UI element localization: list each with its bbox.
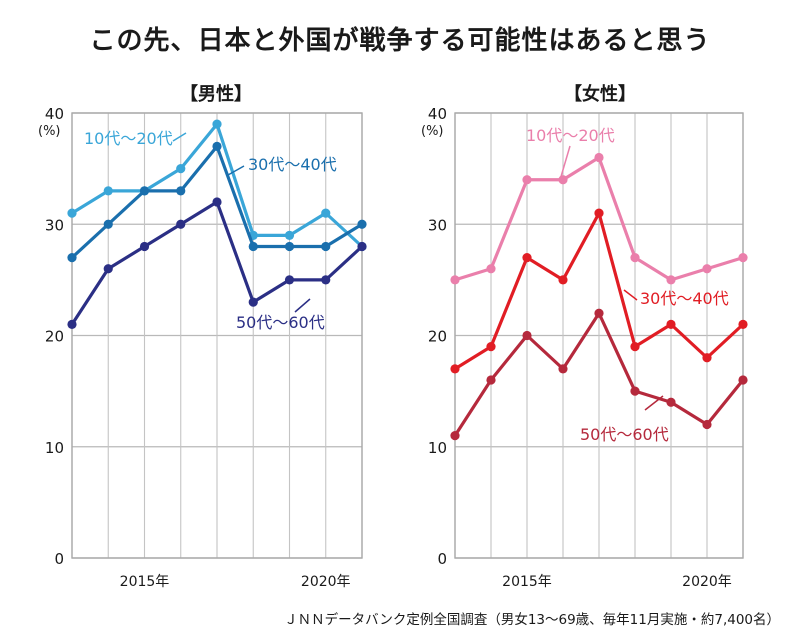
y-tick-label: 10 (45, 439, 64, 457)
data-point (594, 152, 604, 163)
data-point (321, 208, 331, 218)
series-label: 50代～60代 (236, 313, 325, 332)
data-point (103, 264, 113, 274)
chart-panel-male: 【男性】 0 10 20 30 40(%) 2015年 2020年 10代～20代 30代～40代… (38, 83, 367, 590)
data-point (176, 219, 186, 229)
series-label: 30代～40代 (248, 155, 337, 174)
data-point (630, 342, 640, 352)
data-point (284, 241, 295, 252)
data-point (67, 253, 77, 263)
data-point (486, 264, 496, 274)
data-point (630, 253, 640, 263)
data-point (450, 275, 460, 285)
plot-frame (71, 112, 363, 559)
data-point (558, 364, 568, 374)
data-point (139, 186, 150, 196)
chart-panel-female: 【女性】 0 10 20 30 40(%) 2015年 2020年 10代～20代 30代～40代… (421, 83, 748, 590)
data-point (702, 419, 712, 430)
data-point (630, 386, 640, 396)
data-point (594, 208, 604, 218)
data-point (176, 186, 186, 196)
data-point (103, 219, 113, 229)
data-point (248, 241, 258, 252)
page-title: この先、日本と外国が戦争する可能性はあると思う (89, 26, 711, 56)
data-point (522, 253, 532, 263)
y-tick-label: 30 (428, 216, 447, 234)
data-point (486, 342, 496, 352)
data-point (522, 175, 532, 185)
data-point (212, 197, 222, 207)
x-tick-label: 2015年 (502, 574, 552, 590)
series-label-leader (172, 132, 187, 142)
y-tick-label: 0 (54, 550, 64, 568)
y-tick-label: 20 (45, 328, 64, 346)
series-label-leader (644, 395, 664, 411)
data-point (284, 275, 295, 285)
data-point (139, 241, 150, 252)
plot-frame (454, 112, 744, 559)
series-label-leader (559, 145, 571, 181)
x-tick-label: 2015年 (120, 574, 170, 590)
data-point (666, 397, 676, 407)
data-point (594, 308, 604, 318)
data-point (321, 241, 331, 252)
y-axis-unit: (%) (421, 124, 444, 139)
data-point (67, 208, 77, 218)
data-point (702, 264, 712, 274)
series-label: 30代～40代 (640, 289, 729, 308)
data-point (212, 141, 222, 151)
panel-title-male: 【男性】 (180, 83, 252, 105)
series-label-leader (227, 165, 245, 176)
data-point (357, 241, 367, 252)
data-point (357, 219, 367, 229)
data-point (522, 330, 532, 341)
data-point (284, 230, 295, 240)
series-label: 10代～20代 (526, 126, 615, 145)
data-point (450, 364, 460, 374)
data-point (666, 319, 676, 329)
series-label: 10代～20代 (84, 129, 173, 148)
y-tick-label: 40 (428, 105, 447, 123)
data-point (738, 375, 748, 385)
data-point (321, 275, 331, 285)
y-tick-label: 30 (45, 216, 64, 234)
source-note: ＪＮＮデータバンク定例全国調査（男女13～69歳、毎年11月実施・約7,400名… (284, 612, 780, 628)
y-axis-unit: (%) (38, 124, 61, 139)
data-point (738, 253, 748, 263)
data-point (702, 353, 712, 363)
series-label-leader (623, 289, 638, 301)
panel-title-female: 【女性】 (564, 83, 636, 105)
data-point (176, 164, 186, 174)
data-point (558, 275, 568, 285)
data-point (486, 375, 496, 385)
series-label: 50代～60代 (580, 425, 669, 444)
y-tick-label: 40 (45, 105, 64, 123)
series-label-leader (294, 298, 311, 313)
y-tick-label: 20 (428, 328, 447, 346)
y-tick-label: 10 (428, 439, 447, 457)
data-point (450, 431, 460, 441)
x-tick-label: 2020年 (301, 574, 351, 590)
data-point (212, 119, 222, 129)
data-point (666, 275, 676, 285)
data-point (67, 319, 77, 329)
data-point (103, 186, 113, 196)
data-point (248, 297, 258, 307)
data-point (738, 319, 748, 329)
x-tick-label: 2020年 (682, 574, 732, 590)
y-tick-label: 0 (437, 550, 447, 568)
